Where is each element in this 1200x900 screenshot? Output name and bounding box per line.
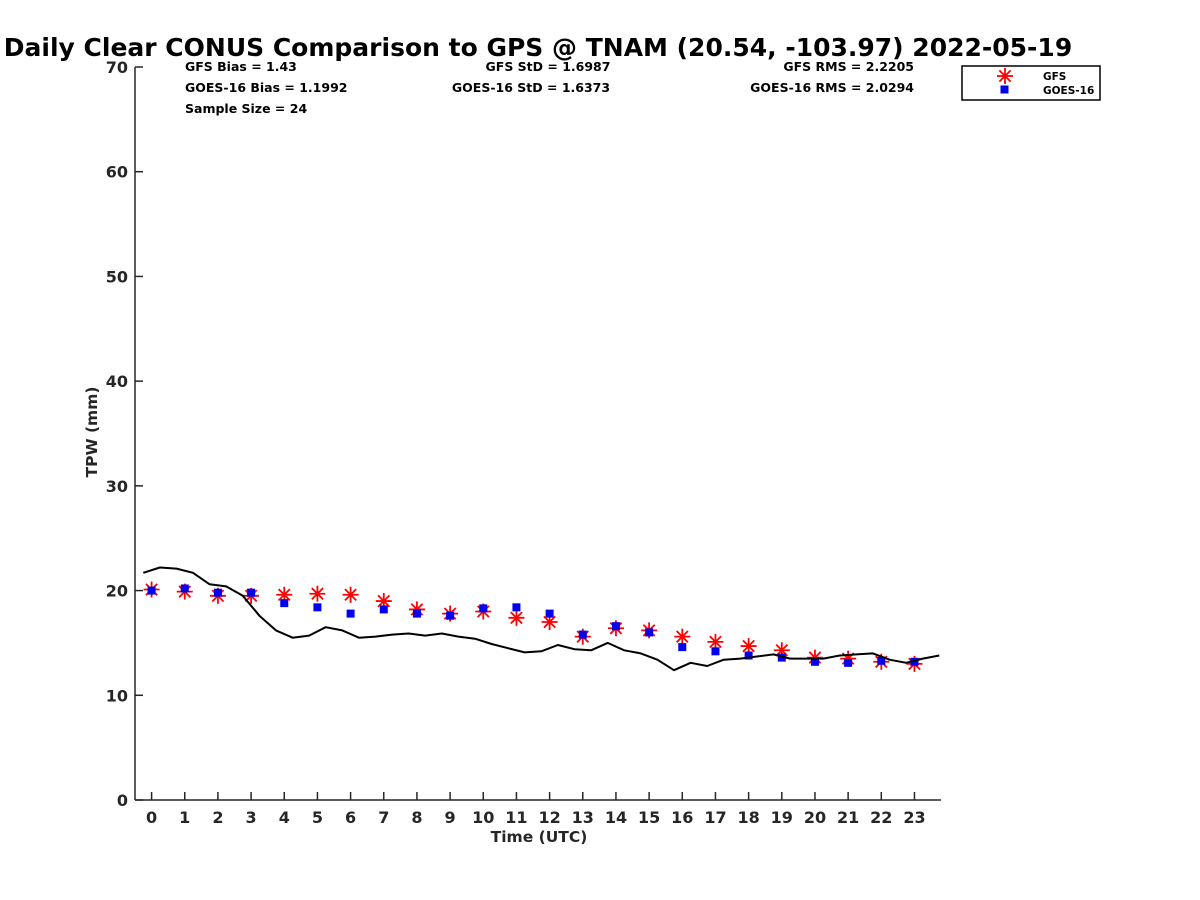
- x-tick-label: 14: [605, 808, 627, 827]
- series-goes16-point: [645, 628, 654, 637]
- legend-goes16-label: GOES-16: [1043, 85, 1094, 97]
- y-tick-label: 20: [106, 582, 128, 601]
- y-axis-label: TPW (mm): [83, 387, 101, 478]
- series-goes16-point: [877, 656, 886, 665]
- series-gfs-point: [342, 586, 359, 603]
- series-goes16-point: [512, 603, 521, 612]
- series-goes16: [147, 584, 919, 667]
- x-tick-label: 12: [538, 808, 560, 827]
- stats-annotations: GFS Bias = 1.43 GOES-16 Bias = 1.1992 Sa…: [185, 59, 914, 116]
- series-gfs-point: [309, 585, 326, 602]
- x-tick-label: 5: [312, 808, 323, 827]
- x-axis-label: Time (UTC): [491, 828, 588, 846]
- series-gfs-point: [707, 633, 724, 650]
- series-goes16-point: [412, 609, 421, 618]
- series-goes16-point: [678, 643, 687, 652]
- stat-gfs-rms: GFS RMS = 2.2205: [783, 59, 914, 74]
- series-goes16-point: [479, 604, 488, 613]
- x-tick-label: 1: [179, 808, 190, 827]
- series-gfs-point: [541, 613, 558, 630]
- stat-goes16-std: GOES-16 StD = 1.6373: [452, 80, 610, 95]
- x-tick-label: 20: [804, 808, 826, 827]
- x-tick-label: 6: [345, 808, 356, 827]
- x-tick-label: 8: [411, 808, 422, 827]
- series-goes16-point: [213, 588, 222, 597]
- stat-gfs-bias: GFS Bias = 1.43: [185, 59, 297, 74]
- y-tick-label: 40: [106, 372, 128, 391]
- y-tick-label: 50: [106, 267, 128, 286]
- stat-goes16-rms: GOES-16 RMS = 2.0294: [750, 80, 914, 95]
- legend-goes16-marker: [1000, 85, 1009, 94]
- series-goes16-point: [379, 605, 388, 614]
- series-goes16-point: [777, 653, 786, 662]
- series-goes16-point: [545, 609, 554, 618]
- x-tick-label: 17: [704, 808, 726, 827]
- series-goes16-point: [578, 630, 587, 639]
- series-gfs-point: [674, 628, 691, 645]
- series-goes16-point: [313, 603, 322, 612]
- series-goes16-point: [147, 586, 156, 595]
- series-gfs-point: [740, 638, 757, 655]
- stat-sample-size: Sample Size = 24: [185, 101, 307, 116]
- series-goes16-point: [280, 599, 289, 608]
- x-tick-label: 16: [671, 808, 693, 827]
- series-gfs-point: [508, 609, 525, 626]
- legend-gfs-label: GFS: [1043, 71, 1066, 83]
- x-tick-label: 3: [246, 808, 257, 827]
- series-goes16-point: [446, 611, 455, 620]
- series-goes16-point: [910, 657, 919, 666]
- y-tick-label: 0: [117, 791, 128, 810]
- chart-title: Daily Clear CONUS Comparison to GPS @ TN…: [4, 33, 1072, 62]
- series-goes16-point: [744, 651, 753, 660]
- x-tick-label: 18: [737, 808, 759, 827]
- legend: GFS GOES-16: [961, 65, 1101, 101]
- y-tick-label: 60: [106, 163, 128, 182]
- x-tick-label: 15: [638, 808, 660, 827]
- legend-box: [961, 65, 1101, 101]
- series-goes16-point: [711, 647, 720, 656]
- series-goes16-point: [611, 622, 620, 631]
- series-gps: [142, 566, 940, 672]
- x-tick-label: 19: [771, 808, 793, 827]
- x-tick-label: 9: [445, 808, 456, 827]
- x-tick-label: 10: [472, 808, 494, 827]
- x-tick-label: 4: [279, 808, 290, 827]
- x-tick-label: 11: [505, 808, 527, 827]
- y-tick-label: 70: [106, 58, 128, 77]
- series-goes16-point: [844, 658, 853, 667]
- y-tick-label: 30: [106, 477, 128, 496]
- series-goes16-point: [810, 657, 819, 666]
- legend-gfs-marker: [997, 68, 1013, 84]
- x-tick-label: 0: [146, 808, 157, 827]
- stat-goes16-bias: GOES-16 Bias = 1.1992: [185, 80, 347, 95]
- series-layer: [142, 566, 940, 672]
- x-tick-label: 7: [378, 808, 389, 827]
- x-tick-label: 23: [903, 808, 925, 827]
- x-tick-label: 2: [212, 808, 223, 827]
- series-goes16-point: [247, 588, 256, 597]
- stat-gfs-std: GFS StD = 1.6987: [486, 59, 611, 74]
- x-tick-label: 21: [837, 808, 859, 827]
- x-tick-label: 13: [572, 808, 594, 827]
- series-goes16-point: [180, 584, 189, 593]
- x-tick-label: 22: [870, 808, 892, 827]
- y-tick-label: 10: [106, 686, 128, 705]
- series-gps-line: [142, 566, 940, 672]
- series-goes16-point: [346, 609, 355, 618]
